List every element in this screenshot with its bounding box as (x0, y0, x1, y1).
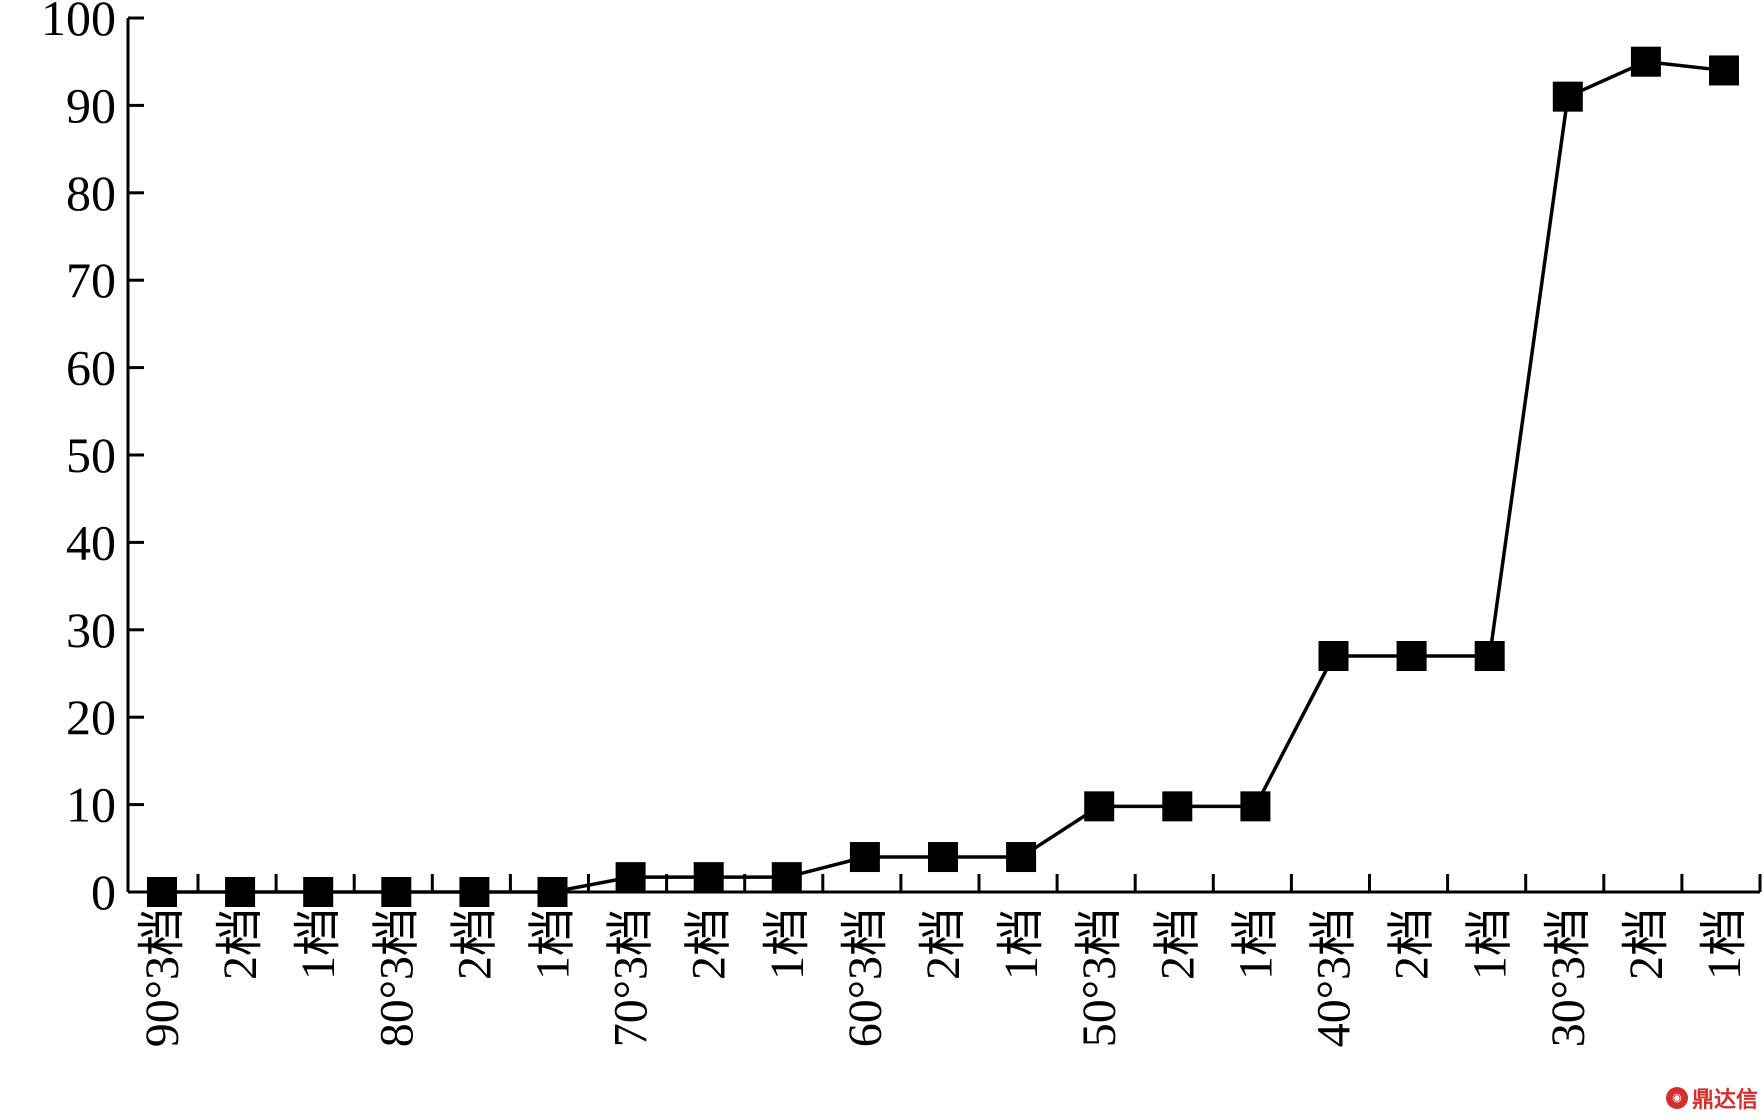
x-axis-ticks (196, 874, 1762, 892)
y-axis-ticks: 0 10 20 30 40 50 60 70 80 90 100 (41, 0, 144, 920)
data-point-marker (1006, 842, 1037, 873)
watermark-logo-icon: ◉ (1665, 1087, 1688, 1109)
y-tick-label: 10 (66, 777, 116, 833)
x-axis-labels: 90°3档 2档 1档 80°3档 2档 1档 70°3档 2档 1档 60°3档 2档 1档 50°3… (136, 908, 1751, 1047)
x-category-label: 40°3档 (1308, 908, 1361, 1047)
y-tick-label: 0 (91, 864, 116, 920)
x-category-label: 2档 (683, 908, 736, 980)
axes (126, 18, 1760, 894)
x-category-label: 2档 (917, 908, 970, 980)
data-point-marker (1630, 46, 1661, 77)
data-point-marker (381, 877, 412, 907)
data-point-marker (537, 877, 568, 907)
data-point-marker (615, 862, 646, 893)
y-tick-label: 70 (66, 252, 116, 308)
data-point-marker (147, 877, 177, 907)
series-line (162, 59, 1725, 894)
data-point-marker (771, 862, 802, 893)
data-point-marker (1318, 641, 1349, 672)
data-point-marker (1709, 55, 1739, 86)
data-point-marker (303, 877, 334, 907)
x-category-label: 80°3档 (370, 908, 423, 1047)
y-tick-label: 20 (66, 689, 116, 745)
x-category-label: 1档 (527, 908, 580, 980)
data-point-marker (225, 877, 256, 907)
data-point-marker (459, 877, 490, 907)
x-category-label: 70°3档 (605, 908, 658, 1047)
x-category-label: 1档 (761, 908, 814, 980)
data-point-marker (1084, 791, 1115, 822)
x-category-label: 60°3档 (839, 908, 892, 1047)
data-point-marker (1162, 791, 1193, 822)
y-tick-label: 40 (66, 514, 116, 570)
x-category-label: 2档 (1620, 908, 1673, 980)
y-tick-label: 60 (66, 340, 116, 396)
x-category-label: 50°3档 (1073, 908, 1126, 1047)
x-category-label: 30°3档 (1542, 908, 1595, 1047)
y-tick-label: 50 (66, 427, 116, 483)
x-category-label: 2档 (1386, 908, 1439, 980)
y-tick-label: 80 (66, 165, 116, 221)
y-tick-label: 30 (66, 602, 116, 658)
data-point-marker (1474, 641, 1505, 672)
x-category-label: 1档 (1464, 908, 1517, 980)
series-polyline (162, 59, 1725, 894)
x-category-label: 2档 (214, 908, 267, 980)
x-category-label: 90°3档 (136, 908, 189, 1047)
y-tick-label: 100 (41, 0, 116, 46)
x-category-label: 1档 (292, 908, 345, 980)
data-point-marker (1396, 641, 1427, 672)
data-point-marker (1552, 81, 1583, 112)
x-category-label: 2档 (1151, 908, 1204, 980)
data-point-marker (928, 842, 958, 873)
data-point-marker (1240, 791, 1271, 822)
x-category-label: 1档 (1698, 908, 1751, 980)
data-point-marker (849, 842, 880, 873)
data-markers (147, 46, 1739, 907)
data-point-marker (693, 862, 724, 893)
watermark: ◉ 鼎达信 (1665, 1082, 1758, 1114)
x-category-label: 1档 (995, 908, 1048, 980)
x-category-label: 2档 (448, 908, 501, 980)
watermark-text: 鼎达信 (1691, 1088, 1758, 1113)
x-category-label: 1档 (1229, 908, 1282, 980)
y-tick-label: 90 (66, 77, 116, 133)
